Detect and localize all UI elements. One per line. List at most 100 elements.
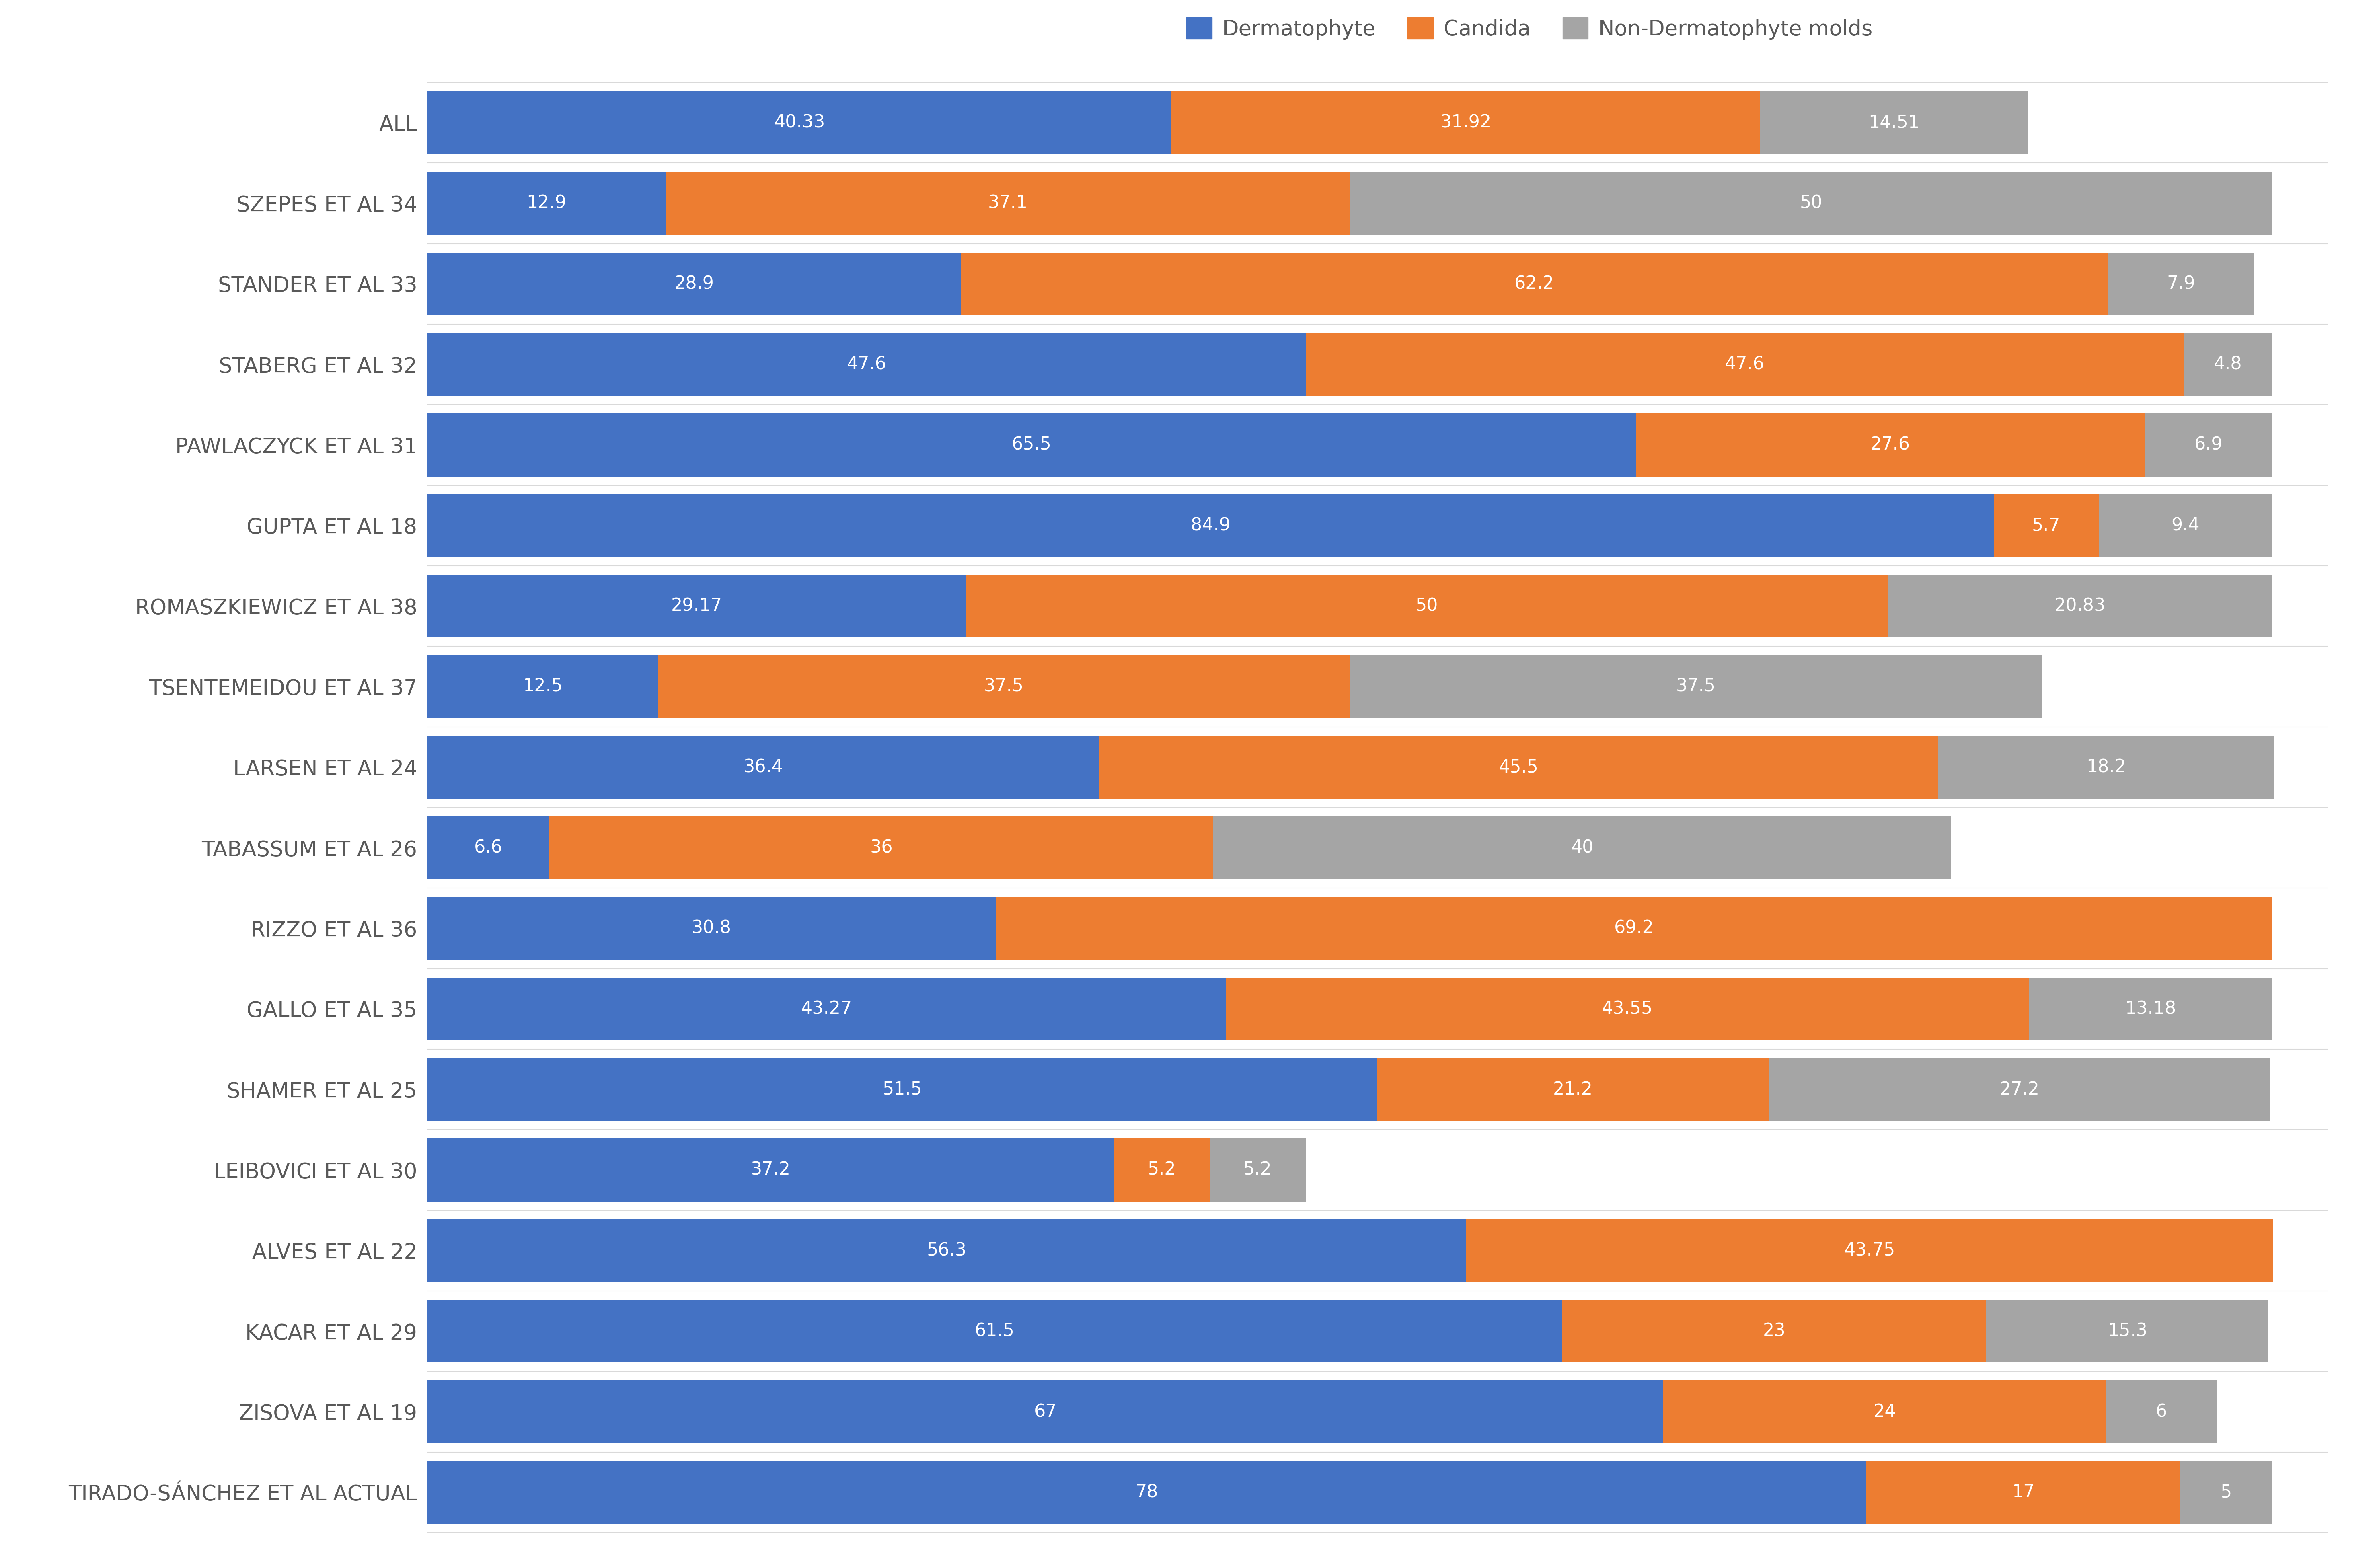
Bar <box>1769 1058 2270 1121</box>
Bar <box>1349 655 2042 718</box>
Bar <box>658 655 1349 718</box>
Text: 17: 17 <box>2012 1483 2035 1501</box>
Text: 6.6: 6.6 <box>475 839 503 856</box>
Bar <box>1100 735 1938 798</box>
Text: 43.75: 43.75 <box>1843 1242 1895 1259</box>
Text: 65.5: 65.5 <box>1012 436 1052 453</box>
Text: 13.18: 13.18 <box>2126 1000 2176 1018</box>
Bar <box>967 575 1888 638</box>
Bar <box>1209 1138 1306 1201</box>
Text: 62.2: 62.2 <box>1515 276 1553 293</box>
Text: 45.5: 45.5 <box>1499 759 1539 776</box>
Bar <box>1377 1058 1769 1121</box>
Text: 21.2: 21.2 <box>1553 1080 1594 1098</box>
Bar <box>995 897 2273 960</box>
Bar <box>428 494 1993 557</box>
Bar <box>2183 332 2273 395</box>
Bar <box>1938 735 2273 798</box>
Bar <box>428 1300 1563 1363</box>
Bar <box>428 1058 1377 1121</box>
Text: 84.9: 84.9 <box>1190 517 1230 535</box>
Text: 4.8: 4.8 <box>2214 356 2242 373</box>
Bar <box>1226 977 2028 1040</box>
Bar <box>549 817 1214 880</box>
Text: 0: 0 <box>2282 920 2292 938</box>
Bar <box>1993 494 2100 557</box>
Text: 24: 24 <box>1874 1403 1895 1421</box>
Text: 6.9: 6.9 <box>2194 436 2223 453</box>
Text: 51.5: 51.5 <box>884 1080 922 1098</box>
Bar <box>1214 817 1952 880</box>
Bar <box>428 1461 1867 1524</box>
Bar <box>1760 91 2028 154</box>
Text: 9.4: 9.4 <box>2171 517 2199 535</box>
Bar <box>1563 1300 1985 1363</box>
Text: 6: 6 <box>2156 1403 2166 1421</box>
Text: 47.6: 47.6 <box>846 356 886 373</box>
Text: 50: 50 <box>1800 194 1822 212</box>
Bar <box>428 977 1226 1040</box>
Text: 69.2: 69.2 <box>1615 920 1653 938</box>
Bar <box>1349 172 2273 235</box>
Bar <box>428 817 549 880</box>
Text: 56.3: 56.3 <box>926 1242 967 1259</box>
Text: 7.9: 7.9 <box>2166 276 2194 293</box>
Bar <box>1662 1380 2107 1443</box>
Text: 36: 36 <box>869 839 893 856</box>
Text: 27.2: 27.2 <box>2000 1080 2040 1098</box>
Bar <box>2100 494 2273 557</box>
Text: 47.6: 47.6 <box>1724 356 1765 373</box>
Text: 50: 50 <box>1415 597 1439 615</box>
Text: 40: 40 <box>1570 839 1594 856</box>
Bar <box>428 1380 1662 1443</box>
Text: 12.9: 12.9 <box>527 194 565 212</box>
Bar <box>2180 1461 2273 1524</box>
Bar <box>1114 1138 1209 1201</box>
Bar <box>2028 977 2273 1040</box>
Bar <box>428 332 1306 395</box>
Text: 61.5: 61.5 <box>974 1322 1014 1339</box>
Text: 18.2: 18.2 <box>2085 759 2126 776</box>
Text: 30.8: 30.8 <box>691 920 732 938</box>
Text: 37.5: 37.5 <box>983 677 1024 695</box>
Bar <box>1888 575 2273 638</box>
Bar <box>428 897 995 960</box>
Text: 5.7: 5.7 <box>2033 517 2062 535</box>
Bar <box>960 252 2109 315</box>
Bar <box>1986 1300 2268 1363</box>
Text: 37.1: 37.1 <box>988 194 1028 212</box>
Bar <box>428 91 1171 154</box>
Bar <box>428 1138 1114 1201</box>
Bar <box>428 575 967 638</box>
Text: 5.2: 5.2 <box>1147 1162 1176 1179</box>
Text: 37.5: 37.5 <box>1677 677 1715 695</box>
Bar <box>1636 414 2145 477</box>
Text: 78: 78 <box>1135 1483 1159 1501</box>
Bar <box>665 172 1349 235</box>
Bar <box>1465 1220 2273 1283</box>
Bar <box>1306 332 2183 395</box>
Bar <box>428 655 658 718</box>
Bar <box>2109 252 2254 315</box>
Text: 28.9: 28.9 <box>674 276 715 293</box>
Bar <box>2107 1380 2216 1443</box>
Text: 40.33: 40.33 <box>774 114 824 132</box>
Bar <box>428 414 1636 477</box>
Bar <box>428 172 665 235</box>
Bar <box>428 735 1100 798</box>
Bar <box>2145 414 2273 477</box>
Text: 31.92: 31.92 <box>1439 114 1492 132</box>
Text: 20.83: 20.83 <box>2054 597 2107 615</box>
Text: 36.4: 36.4 <box>743 759 784 776</box>
Text: 15.3: 15.3 <box>2107 1322 2147 1339</box>
Text: 27.6: 27.6 <box>1872 436 1910 453</box>
Text: 0: 0 <box>2282 1242 2294 1259</box>
Text: 5.2: 5.2 <box>1244 1162 1273 1179</box>
Text: 23: 23 <box>1762 1322 1786 1339</box>
Text: 12.5: 12.5 <box>522 677 563 695</box>
Text: 29.17: 29.17 <box>672 597 722 615</box>
Text: 5: 5 <box>2221 1483 2232 1501</box>
Bar <box>1867 1461 2180 1524</box>
Bar <box>428 1220 1465 1283</box>
Text: 43.55: 43.55 <box>1601 1000 1653 1018</box>
